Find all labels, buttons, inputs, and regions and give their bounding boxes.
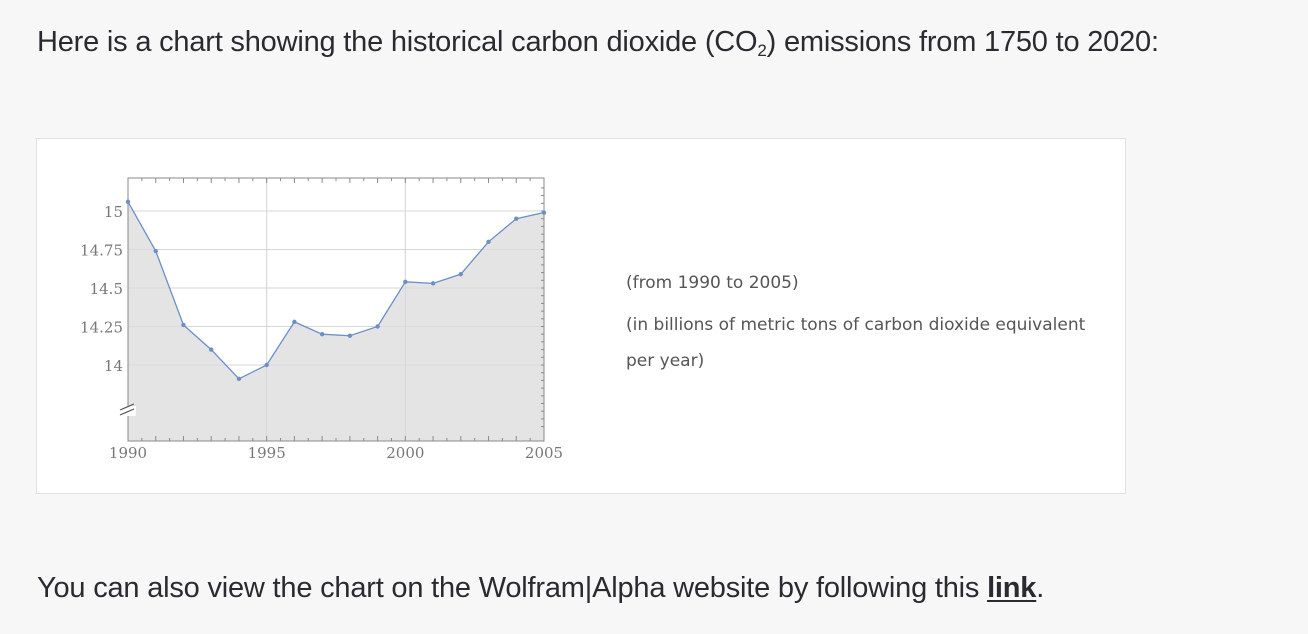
data-point xyxy=(153,248,158,254)
series-area xyxy=(128,201,544,441)
data-point xyxy=(541,210,547,215)
x-tick-label: 1990 xyxy=(109,444,147,462)
wolfram-link[interactable]: link xyxy=(987,572,1037,604)
axis-break-mark xyxy=(119,408,135,416)
intro-text-after: ) emissions from 1750 to 2020: xyxy=(766,26,1159,58)
x-tick-label: 2000 xyxy=(386,444,424,462)
data-point xyxy=(347,333,353,338)
data-point xyxy=(181,322,186,328)
series-line xyxy=(127,201,545,380)
y-tick-label: 15 xyxy=(104,203,123,221)
axis-break-mark xyxy=(119,403,135,411)
chart-card: 14 14.25 14.5 14.75 15 1990 1995 2000 2005 (from… xyxy=(36,138,1126,494)
y-tick-label: 14.75 xyxy=(80,242,123,260)
data-point xyxy=(486,239,491,244)
data-point xyxy=(458,271,463,277)
data-point xyxy=(209,347,214,352)
data-point xyxy=(292,319,297,325)
y-tick-label: 14 xyxy=(104,357,123,375)
data-point xyxy=(264,362,269,368)
co2-subscript: 2 xyxy=(757,41,767,60)
y-tick-label: 14.5 xyxy=(90,280,123,298)
data-point xyxy=(403,279,408,285)
footer-text-after: . xyxy=(1036,572,1045,604)
x-tick-label: 1995 xyxy=(248,444,286,462)
chart-notes: (from 1990 to 2005) (in billions of metr… xyxy=(626,265,1096,379)
footer-text: You can also view the chart on the Wolfr… xyxy=(37,572,1044,605)
emissions-chart: 14 14.25 14.5 14.75 15 1990 1995 2000 2005 xyxy=(80,177,563,462)
data-point xyxy=(236,376,242,382)
data-point xyxy=(430,281,436,286)
units-note: (in billions of metric tons of carbon di… xyxy=(626,315,1086,371)
intro-text: Here is a chart showing the historical c… xyxy=(37,26,1159,59)
range-note: (from 1990 to 2005) xyxy=(626,273,799,293)
footer-text-before: You can also view the chart on the Wolfr… xyxy=(37,572,988,604)
data-point xyxy=(125,199,131,204)
y-tick-label: 14.25 xyxy=(80,319,123,337)
data-point xyxy=(319,332,325,337)
data-point xyxy=(514,216,519,221)
data-point xyxy=(375,324,380,329)
x-tick-label: 2005 xyxy=(525,444,563,462)
intro-text-before: Here is a chart showing the historical c… xyxy=(37,26,758,58)
